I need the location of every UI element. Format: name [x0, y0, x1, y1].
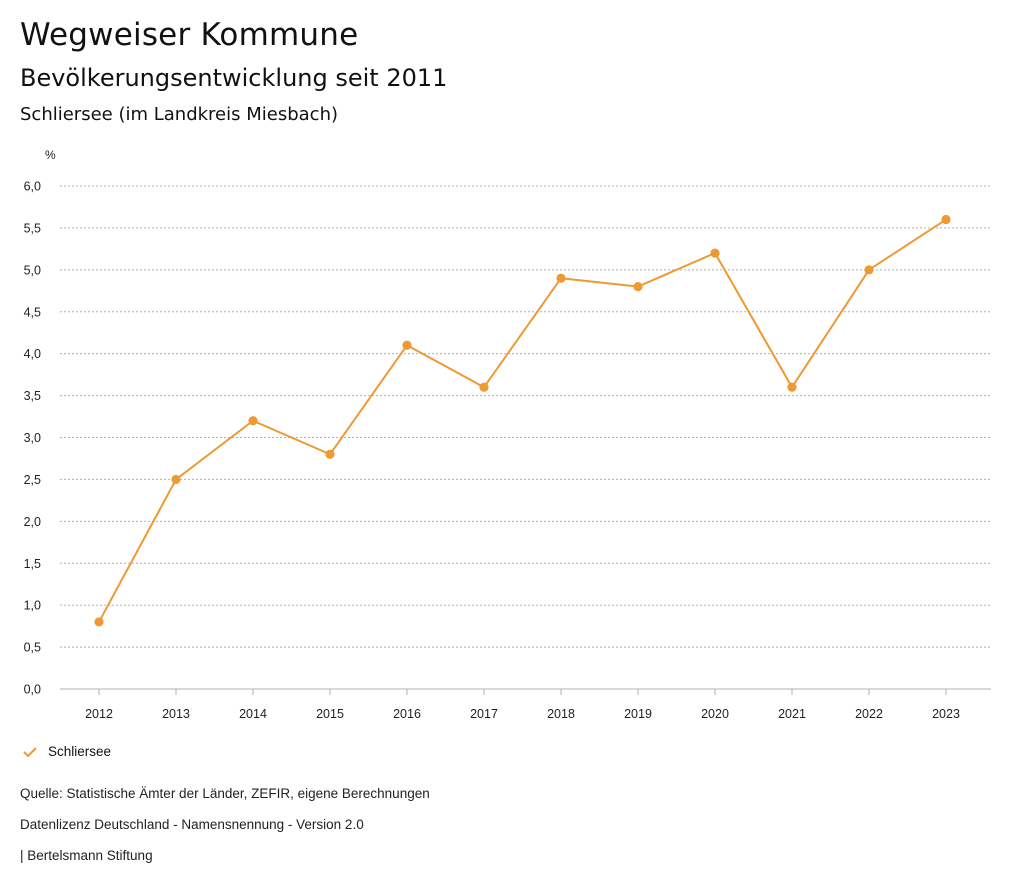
y-tick-label: 1,0	[24, 599, 41, 613]
data-point	[710, 248, 720, 258]
data-point	[248, 416, 258, 426]
x-tick-label: 2015	[316, 707, 344, 721]
series-line-schliersee	[98, 218, 947, 623]
data-point	[94, 617, 104, 627]
x-tick-label: 2021	[778, 707, 806, 721]
x-tick-label: 2018	[547, 707, 575, 721]
y-tick-label: 4,0	[24, 347, 41, 361]
legend-item-schliersee[interactable]: Schliersee	[22, 744, 111, 759]
legend-label: Schliersee	[48, 744, 112, 759]
y-tick-label: 0,0	[24, 683, 41, 697]
y-axis-label: %	[45, 148, 56, 162]
x-tick-label: 2012	[85, 707, 113, 721]
data-point	[633, 282, 643, 292]
x-tick-label: 2023	[932, 707, 960, 721]
y-tick-label: 5,5	[24, 221, 41, 235]
data-point	[171, 474, 181, 485]
page-title: Wegweiser Kommune	[20, 17, 359, 53]
x-tick-label: 2017	[470, 707, 498, 721]
data-point	[325, 449, 335, 459]
y-tick-label: 2,0	[24, 515, 41, 529]
y-tick-label: 4,5	[24, 305, 41, 319]
x-tick-label: 2020	[701, 707, 729, 721]
source-note: Quelle: Statistische Ämter der Länder, Z…	[20, 786, 430, 801]
line-chart: % 0,0 0,5 1,0 1,5 2,0 2,5 3,0 3,5 4,0 4,5 5,0 5,5 6,0…	[24, 148, 991, 721]
data-point	[864, 265, 874, 275]
check-icon	[23, 746, 37, 757]
data-point	[402, 340, 412, 350]
y-tick-label: 3,5	[24, 389, 41, 403]
y-tick-label: 1,5	[24, 557, 41, 571]
publisher-note: | Bertelsmann Stiftung	[20, 848, 153, 863]
x-tick-label: 2022	[855, 707, 883, 721]
x-tick-label: 2014	[239, 707, 267, 721]
x-tick-label: 2013	[162, 707, 190, 721]
data-point	[479, 382, 489, 392]
data-point	[787, 382, 797, 392]
license-note: Datenlizenz Deutschland - Namensnennung …	[20, 817, 364, 832]
x-tick-label: 2016	[393, 707, 421, 721]
x-tick-label: 2019	[624, 707, 652, 721]
y-tick-label: 2,5	[24, 473, 41, 487]
data-point	[556, 273, 566, 283]
y-tick-label: 6,0	[24, 180, 41, 194]
region-label: Schliersee (im Landkreis Miesbach)	[20, 104, 338, 125]
y-tick-label: 3,0	[24, 431, 41, 445]
chart-subtitle: Bevölkerungsentwicklung seit 2011	[20, 64, 448, 92]
y-tick-label: 5,0	[24, 263, 41, 277]
y-tick-label: 0,5	[24, 641, 41, 655]
data-point	[941, 214, 951, 225]
